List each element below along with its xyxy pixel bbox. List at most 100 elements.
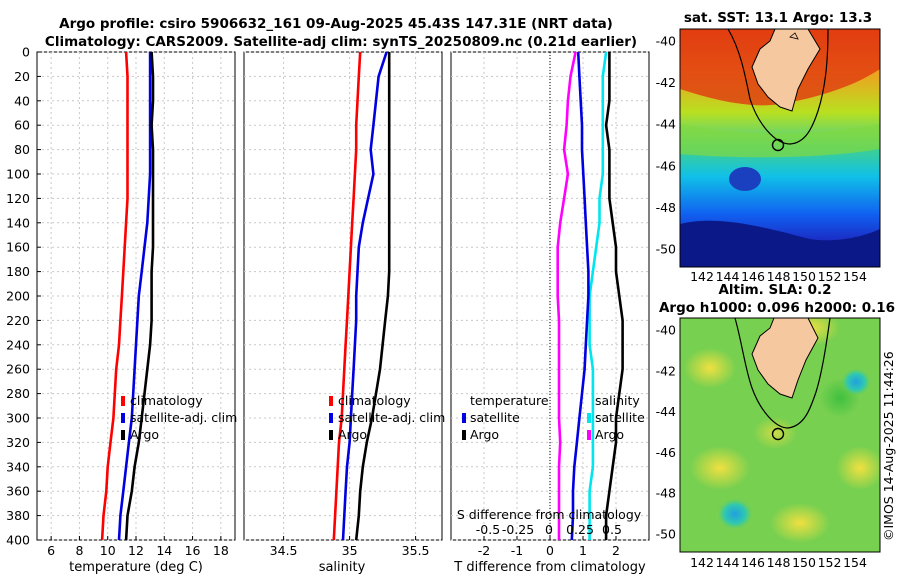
x-tick-label: 35 xyxy=(342,543,358,558)
legend-argo: Argo xyxy=(130,427,159,442)
y-tick-label: 20 xyxy=(14,69,30,84)
s-tick-label: 0.25 xyxy=(566,522,594,537)
y-tick-label: 140 xyxy=(6,215,30,230)
argo-position-marker xyxy=(771,138,785,152)
lon-tick-label: 148 xyxy=(767,555,791,570)
lon-tick-label: 142 xyxy=(690,555,714,570)
temperature-legend: climatology satellite-adj. clim Argo xyxy=(121,393,237,442)
lat-tick-label: -50 xyxy=(656,527,676,542)
legend-satellite: satellite-adj. clim xyxy=(338,410,445,425)
s-tick-label: 0 xyxy=(545,522,553,537)
t-difference-legend: temperature satellite Argo xyxy=(462,393,549,442)
lon-tick-label: 150 xyxy=(792,269,816,284)
lon-tick-label: 142 xyxy=(690,269,714,284)
series-line-climatology xyxy=(332,51,362,541)
series-line-satellite-adj-clim xyxy=(117,52,152,541)
s-tick-label: -0.5 xyxy=(476,522,500,537)
s-diff-satellite-line xyxy=(556,51,577,540)
legend-argo: Argo xyxy=(338,427,367,442)
x-tick-label: -1 xyxy=(511,543,523,558)
legend-t-argo: Argo xyxy=(470,427,499,442)
x-tick-label: 12 xyxy=(128,543,144,558)
y-tick-label: 340 xyxy=(6,459,30,474)
x-tick-label: 10 xyxy=(100,543,116,558)
depth-tick-labels: 0 20 40 60 80 100 120 140 160 180 200 220 240 260 280 3… xyxy=(6,45,30,548)
sla-map-image xyxy=(680,318,880,552)
lat-tick-label: -42 xyxy=(656,363,676,378)
temperature-tick-labels: 6 8 10 12 14 16 18 xyxy=(47,543,229,558)
series-line-argo xyxy=(124,51,155,541)
x-tick-label: 2 xyxy=(612,543,620,558)
y-tick-label: 200 xyxy=(6,289,30,304)
y-tick-label: 380 xyxy=(6,508,30,523)
t-difference-tick-labels: -2 -1 0 1 2 xyxy=(478,543,620,558)
temperature-plot-area xyxy=(36,51,236,541)
y-tick-label: 160 xyxy=(6,240,30,255)
s-tick-label: 0.5 xyxy=(602,522,622,537)
legend-salinity-heading: salinity xyxy=(595,393,640,408)
sst-lat-tick-labels: -40 -42 -44 -46 -48 -50 xyxy=(656,34,676,257)
salinity-grid xyxy=(244,51,442,541)
y-tick-label: 320 xyxy=(6,435,30,450)
sla-map-title-line1: Altim. SLA: 0.2 xyxy=(718,282,831,298)
series-line-climatology xyxy=(100,51,129,541)
s-difference-axis-label: S difference from climatology xyxy=(457,507,642,522)
salinity-tick-labels: 34.5 35 35.5 xyxy=(270,543,430,558)
x-tick-label: 14 xyxy=(156,543,172,558)
legend-swatch-climatology xyxy=(121,396,125,406)
s-difference-legend: salinity satellite Argo xyxy=(587,393,645,442)
legend-s-satellite: satellite xyxy=(595,410,645,425)
y-tick-label: 280 xyxy=(6,386,30,401)
lon-tick-label: 144 xyxy=(716,555,740,570)
legend-s-argo: Argo xyxy=(595,427,624,442)
y-tick-label: 360 xyxy=(6,484,30,499)
temperature-panel: 0 20 40 60 80 100 120 140 160 180 200 220 240 260 280 3… xyxy=(6,45,237,576)
figure-title-line2: Climatology: CARS2009. Satellite-adj cli… xyxy=(45,34,637,50)
y-tick-label: 40 xyxy=(14,93,30,108)
lon-tick-label: 146 xyxy=(741,269,765,284)
y-tick-label: 180 xyxy=(6,264,30,279)
x-tick-label: 8 xyxy=(75,543,83,558)
x-tick-label: 35.5 xyxy=(402,543,430,558)
x-tick-label: 1 xyxy=(579,543,587,558)
salinity-panel: 34.5 35 35.5 salinity climatology satellit… xyxy=(243,51,445,575)
legend-climatology: climatology xyxy=(130,393,203,408)
lon-tick-label: 152 xyxy=(818,269,842,284)
figure-title-line1: Argo profile: csiro 5906632_161 09-Aug-2… xyxy=(59,16,613,32)
lat-tick-label: -44 xyxy=(656,404,676,419)
legend-swatch-satellite xyxy=(329,413,333,423)
legend-swatch-s-argo xyxy=(587,430,591,440)
legend-swatch-climatology xyxy=(329,396,333,406)
lon-tick-label: 144 xyxy=(716,269,740,284)
lon-tick-label: 154 xyxy=(843,555,867,570)
lat-tick-label: -44 xyxy=(656,117,676,132)
temperature-axis-label: temperature (deg C) xyxy=(69,560,203,575)
lat-tick-label: -48 xyxy=(656,486,676,501)
sla-lat-tick-labels: -40 -42 -44 -46 -48 -50 xyxy=(656,323,676,542)
y-tick-label: 0 xyxy=(22,45,30,60)
series-line-satellite-adj-clim xyxy=(341,51,388,541)
argo-position-marker xyxy=(771,427,785,441)
y-tick-label: 260 xyxy=(6,362,30,377)
lat-tick-label: -40 xyxy=(656,323,676,338)
s-difference-tick-labels: -0.5 -0.25 0 0.25 0.5 xyxy=(476,522,622,537)
lat-tick-label: -46 xyxy=(656,158,676,173)
x-tick-label: 34.5 xyxy=(270,543,298,558)
legend-swatch-argo xyxy=(121,430,125,440)
s-diff-argo-line xyxy=(570,51,590,541)
x-tick-label: 18 xyxy=(213,543,229,558)
salinity-axis-label: salinity xyxy=(319,560,366,575)
y-tick-label: 60 xyxy=(14,118,30,133)
sla-map-title-line2: Argo h1000: 0.096 h2000: 0.16 xyxy=(659,300,895,316)
lat-tick-label: -46 xyxy=(656,445,676,460)
temperature-series xyxy=(100,51,155,541)
y-tick-label: 120 xyxy=(6,191,30,206)
legend-swatch-argo xyxy=(329,430,333,440)
legend-climatology: climatology xyxy=(338,393,411,408)
difference-panel: -2 -1 0 1 2 S difference from climatology -0… xyxy=(450,51,650,575)
x-tick-label: 6 xyxy=(47,543,55,558)
sst-lon-tick-labels: 142 144 146 148 150 152 154 xyxy=(690,269,867,284)
x-tick-label: -2 xyxy=(478,543,490,558)
sla-map: Altim. SLA: 0.2 Argo h1000: 0.096 h2000:… xyxy=(656,282,895,570)
salinity-plot-area xyxy=(243,51,443,541)
